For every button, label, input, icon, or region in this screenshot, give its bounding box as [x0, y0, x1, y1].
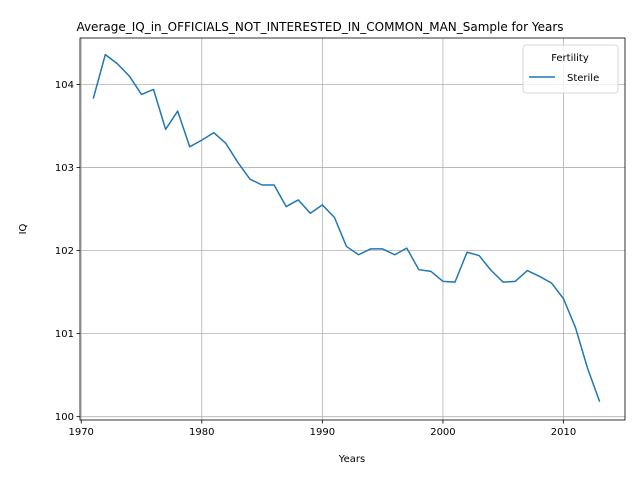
series-layer: [92, 53, 601, 402]
x-tick-label: 1980: [189, 427, 214, 438]
legend: Fertility Sterile: [522, 44, 619, 94]
y-tick-label: 103: [55, 163, 74, 174]
grid-lines: [80, 38, 625, 420]
x-tick-label: 1990: [310, 427, 335, 438]
series-line-sterile: [92, 53, 601, 402]
legend-label-sterile: Sterile: [567, 73, 599, 84]
x-tick-label: 2000: [430, 427, 455, 438]
x-tick-label: 1970: [68, 427, 93, 438]
y-axis-label: IQ: [18, 223, 29, 234]
y-tick-label: 102: [55, 246, 74, 257]
plot-frame: [79, 37, 626, 421]
x-tick-label: 2010: [551, 427, 576, 438]
x-axis-label: Years: [338, 454, 365, 465]
y-axis-ticks: 100 101 102 103 104: [55, 80, 80, 423]
y-tick-label: 104: [55, 80, 74, 91]
legend-title: Fertility: [551, 53, 589, 64]
chart-title: Average_IQ_in_OFFICIALS_NOT_INTERESTED_I…: [76, 20, 563, 34]
y-tick-label: 101: [55, 329, 74, 340]
y-tick-label: 100: [55, 412, 74, 423]
legend-box: [522, 44, 619, 94]
x-axis-ticks: 1970 1980 1990 2000 2010: [68, 420, 576, 438]
